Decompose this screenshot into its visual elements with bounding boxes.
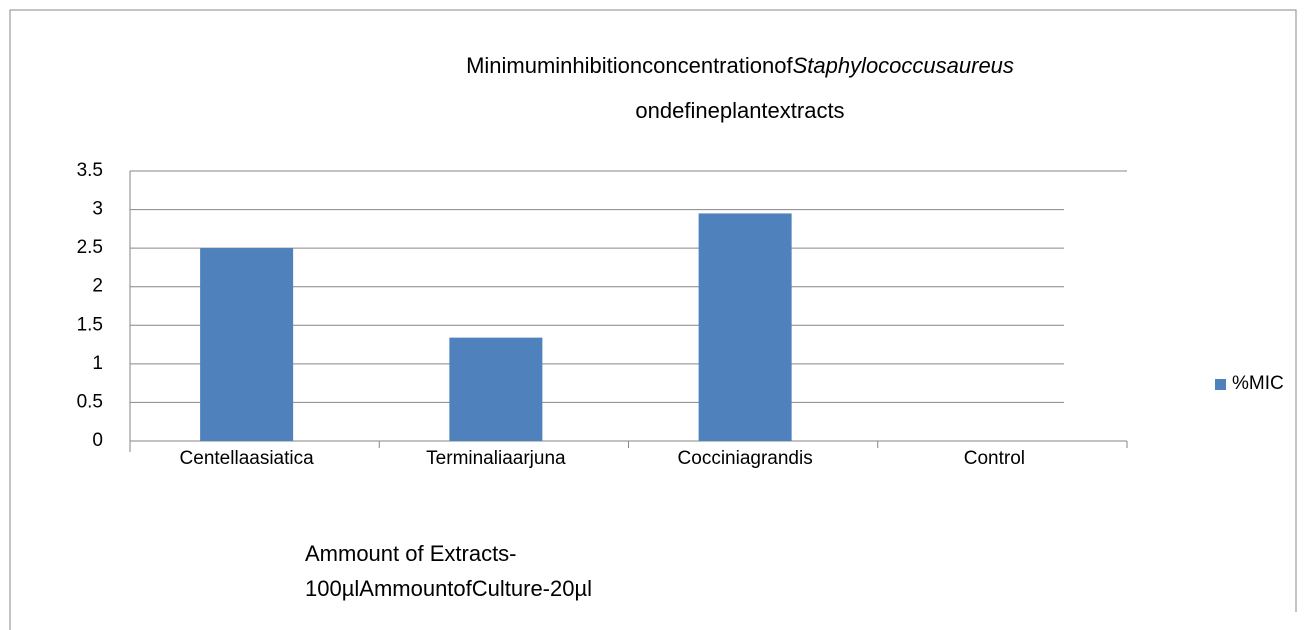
chart-title-part: Minimuminhibitionconcentrationof: [466, 53, 793, 78]
y-tick-label: 3: [92, 199, 103, 220]
x-tick-label: Centellaasiatica: [180, 448, 315, 469]
x-axis-label: 100µlAmmountofCulture-20µl: [305, 576, 592, 601]
x-axis-label: Ammount of Extracts-: [305, 541, 517, 566]
chart-title-line2: ondefineplantextracts: [635, 98, 844, 123]
y-tick-label: 2: [92, 276, 103, 297]
y-tick-label: 0.5: [77, 391, 103, 412]
x-tick-label: Cocciniagrandis: [678, 448, 813, 469]
y-tick-label: 1.5: [77, 314, 103, 335]
y-tick-label: 1: [92, 353, 103, 374]
y-tick-label: 2.5: [77, 237, 103, 258]
chart-title-italic: Staphylococcusaureus: [793, 53, 1014, 78]
y-tick-label: 0: [92, 430, 103, 451]
legend-label: %MIC: [1232, 373, 1284, 394]
bar: [698, 213, 792, 441]
bar: [449, 337, 543, 441]
chart-title: MinimuminhibitionconcentrationofStaphylo…: [466, 53, 1014, 78]
bar: [200, 248, 294, 441]
y-tick-label: 3.5: [77, 160, 103, 181]
x-tick-label: Terminaliaarjuna: [426, 448, 566, 469]
legend-swatch: [1215, 379, 1226, 390]
chart-frame: [9, 9, 1297, 630]
x-tick-label: Control: [964, 448, 1025, 469]
